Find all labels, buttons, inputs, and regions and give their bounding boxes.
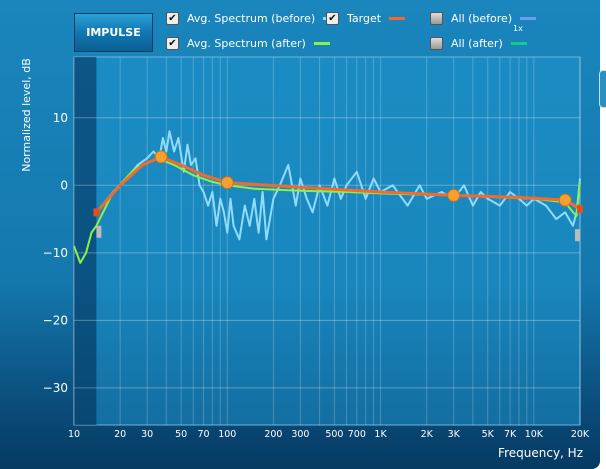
x-tick-label: 2K — [421, 429, 434, 440]
y-tick-label: −30 — [43, 381, 68, 395]
x-tick-label: 300 — [291, 429, 309, 440]
legend-avg-before[interactable]: ✔ Avg. Spectrum (before) — [166, 12, 340, 25]
x-tick-label: 7K — [504, 429, 517, 440]
checkbox-checked-icon[interactable]: ✔ — [166, 12, 179, 25]
legend-all-after[interactable]: All (after) — [430, 37, 527, 50]
x-tick-label: 10 — [68, 429, 80, 440]
y-tick-label: 10 — [53, 111, 68, 125]
x-tick-label: 200 — [264, 429, 282, 440]
range-marker-high — [577, 204, 583, 213]
x-tick-label: 1K — [374, 429, 387, 440]
legend-label: All (before) — [451, 12, 513, 25]
scale-label: 1x — [513, 24, 523, 33]
x-tick-label: 20 — [114, 429, 126, 440]
x-tick-label: 5K — [482, 429, 495, 440]
x-tick-label: 100 — [218, 429, 236, 440]
x-axis-label: Frequency, Hz — [498, 446, 583, 460]
target-control-point — [154, 150, 168, 164]
legend-label: Avg. Spectrum (after) — [187, 37, 306, 50]
legend-target[interactable]: ✔ Target — [326, 12, 406, 25]
legend-label: Avg. Spectrum (before) — [187, 12, 316, 25]
target-control-point — [558, 193, 572, 207]
y-tick-label: 0 — [60, 178, 68, 192]
x-tick-label: 700 — [348, 429, 366, 440]
target-control-point — [220, 176, 234, 190]
checkbox-checked-icon[interactable]: ✔ — [326, 12, 339, 25]
checkbox-unchecked-icon[interactable] — [430, 12, 443, 25]
high-drag-handle[interactable] — [575, 229, 580, 242]
x-tick-label: 20K — [571, 429, 590, 440]
target-control-point — [447, 188, 461, 202]
swatch — [510, 42, 527, 45]
legend-all-before[interactable]: All (before) — [430, 12, 537, 25]
y-tick-label: −10 — [43, 246, 68, 260]
x-tick-label: 50 — [175, 429, 187, 440]
x-tick-label: 3K — [448, 429, 461, 440]
x-tick-label: 500 — [325, 429, 343, 440]
impulse-button[interactable]: IMPULSE — [74, 13, 153, 52]
legend-label: All (after) — [451, 37, 503, 50]
side-tab[interactable] — [599, 70, 606, 108]
legend-avg-after[interactable]: ✔ Avg. Spectrum (after) — [166, 37, 330, 50]
swatch — [313, 42, 330, 45]
plot-area — [73, 56, 581, 426]
y-tick-label: −20 — [43, 313, 68, 327]
legend-label: Target — [347, 12, 382, 25]
x-tick-label: 70 — [197, 429, 209, 440]
range-marker-low — [93, 208, 100, 217]
swatch — [520, 17, 537, 20]
checkbox-unchecked-icon[interactable] — [430, 37, 443, 50]
excluded-range — [74, 57, 97, 425]
x-tick-label: 10K — [525, 429, 544, 440]
y-axis-label: Normalized level, dB — [20, 58, 33, 172]
x-tick-label: 30 — [141, 429, 153, 440]
checkbox-checked-icon[interactable]: ✔ — [166, 37, 179, 50]
low-drag-handle[interactable] — [96, 225, 102, 238]
swatch — [389, 17, 406, 20]
